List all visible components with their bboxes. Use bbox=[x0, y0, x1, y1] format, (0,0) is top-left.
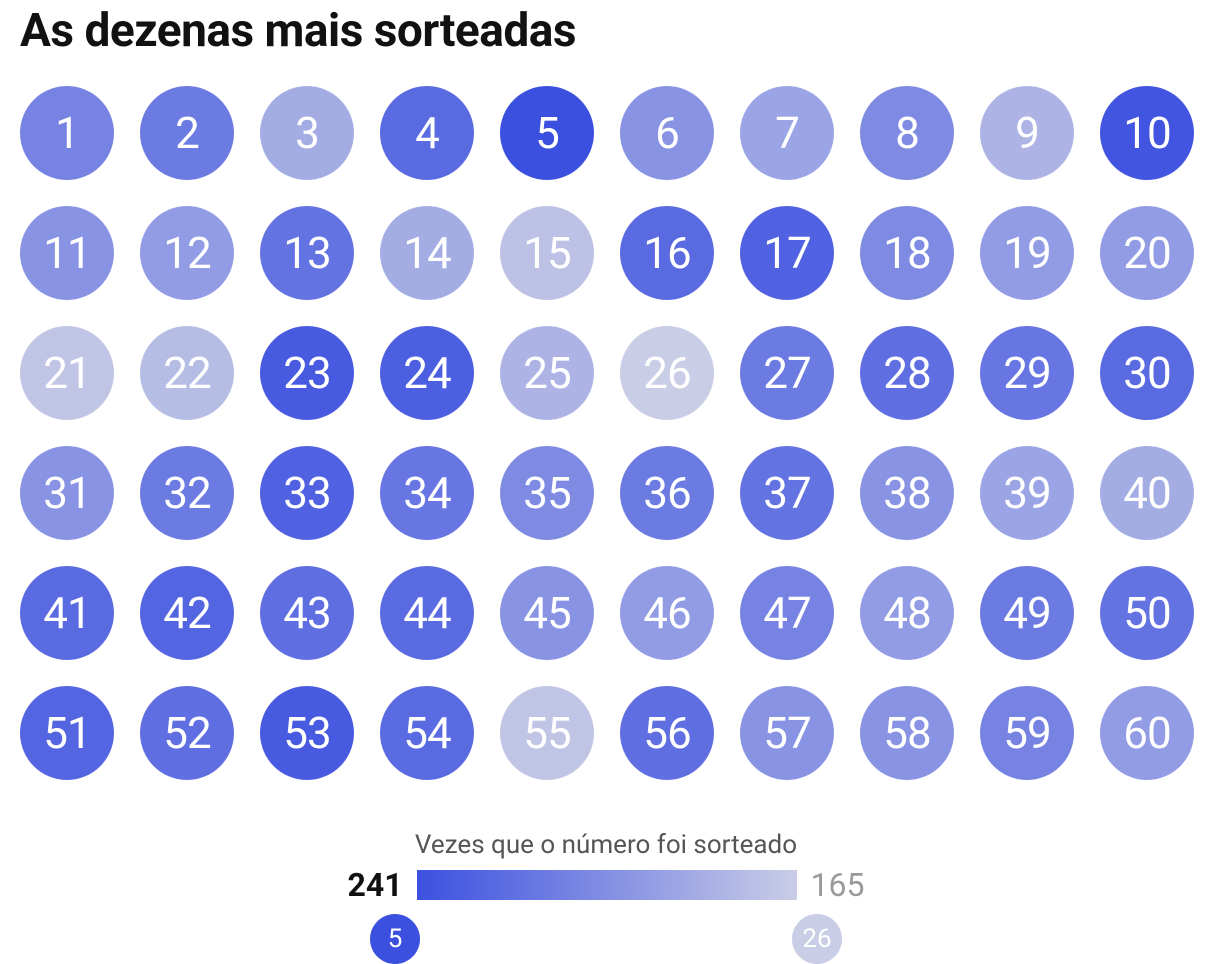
number-ball: 32 bbox=[140, 446, 234, 540]
number-ball: 59 bbox=[980, 686, 1074, 780]
number-ball: 29 bbox=[980, 326, 1074, 420]
number-ball: 40 bbox=[1100, 446, 1194, 540]
number-ball: 10 bbox=[1100, 86, 1194, 180]
number-ball: 41 bbox=[20, 566, 114, 660]
number-ball: 34 bbox=[380, 446, 474, 540]
number-ball: 13 bbox=[260, 206, 354, 300]
legend-gradient-bar bbox=[417, 870, 797, 900]
number-ball: 2 bbox=[140, 86, 234, 180]
number-ball: 14 bbox=[380, 206, 474, 300]
number-grid: 1234567891011121314151617181920212223242… bbox=[20, 86, 1192, 780]
number-ball: 35 bbox=[500, 446, 594, 540]
number-ball: 3 bbox=[260, 86, 354, 180]
legend-title: Vezes que o número foi sorteado bbox=[415, 830, 797, 860]
number-ball: 8 bbox=[860, 86, 954, 180]
number-ball: 50 bbox=[1100, 566, 1194, 660]
legend-max-value: 241 bbox=[347, 866, 402, 904]
number-ball: 27 bbox=[740, 326, 834, 420]
number-ball: 26 bbox=[620, 326, 714, 420]
legend-scale-row: 241 165 bbox=[347, 866, 864, 904]
number-ball: 18 bbox=[860, 206, 954, 300]
number-ball: 48 bbox=[860, 566, 954, 660]
number-ball: 30 bbox=[1100, 326, 1194, 420]
number-ball: 52 bbox=[140, 686, 234, 780]
legend: Vezes que o número foi sorteado 241 165 … bbox=[20, 830, 1192, 964]
number-ball: 15 bbox=[500, 206, 594, 300]
number-ball: 53 bbox=[260, 686, 354, 780]
number-ball: 60 bbox=[1100, 686, 1194, 780]
chart-title: As dezenas mais sorteadas bbox=[20, 4, 1192, 58]
legend-max-ball: 5 bbox=[370, 914, 420, 964]
number-ball: 46 bbox=[620, 566, 714, 660]
number-ball: 38 bbox=[860, 446, 954, 540]
legend-min-ball: 26 bbox=[792, 914, 842, 964]
number-ball: 57 bbox=[740, 686, 834, 780]
number-ball: 22 bbox=[140, 326, 234, 420]
number-ball: 6 bbox=[620, 86, 714, 180]
number-ball: 28 bbox=[860, 326, 954, 420]
number-ball: 31 bbox=[20, 446, 114, 540]
number-ball: 37 bbox=[740, 446, 834, 540]
number-ball: 42 bbox=[140, 566, 234, 660]
number-ball: 16 bbox=[620, 206, 714, 300]
number-ball: 4 bbox=[380, 86, 474, 180]
number-ball: 55 bbox=[500, 686, 594, 780]
number-ball: 25 bbox=[500, 326, 594, 420]
legend-min-value: 165 bbox=[811, 866, 865, 904]
number-ball: 49 bbox=[980, 566, 1074, 660]
number-ball: 54 bbox=[380, 686, 474, 780]
number-ball: 9 bbox=[980, 86, 1074, 180]
number-ball: 36 bbox=[620, 446, 714, 540]
number-ball: 39 bbox=[980, 446, 1074, 540]
number-ball: 51 bbox=[20, 686, 114, 780]
number-ball: 56 bbox=[620, 686, 714, 780]
number-ball: 20 bbox=[1100, 206, 1194, 300]
number-ball: 5 bbox=[500, 86, 594, 180]
number-ball: 58 bbox=[860, 686, 954, 780]
number-ball: 12 bbox=[140, 206, 234, 300]
number-ball: 19 bbox=[980, 206, 1074, 300]
number-ball: 45 bbox=[500, 566, 594, 660]
number-ball: 7 bbox=[740, 86, 834, 180]
legend-example-balls: 5 26 bbox=[370, 914, 842, 964]
number-ball: 17 bbox=[740, 206, 834, 300]
number-ball: 47 bbox=[740, 566, 834, 660]
number-ball: 23 bbox=[260, 326, 354, 420]
number-ball: 11 bbox=[20, 206, 114, 300]
number-ball: 43 bbox=[260, 566, 354, 660]
number-ball: 24 bbox=[380, 326, 474, 420]
number-ball: 44 bbox=[380, 566, 474, 660]
number-ball: 21 bbox=[20, 326, 114, 420]
number-ball: 1 bbox=[20, 86, 114, 180]
number-ball: 33 bbox=[260, 446, 354, 540]
